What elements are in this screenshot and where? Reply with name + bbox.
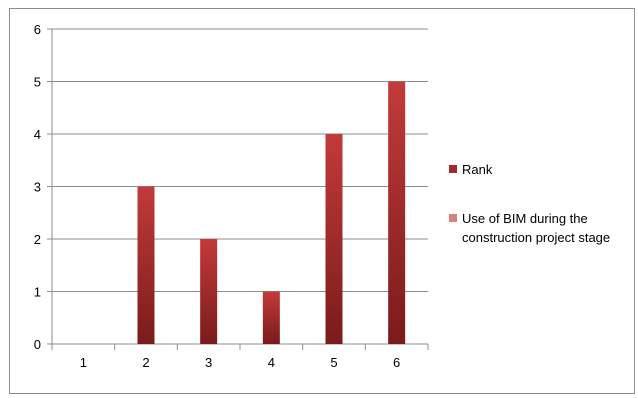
axes bbox=[47, 28, 429, 350]
x-tick-label: 1 bbox=[80, 355, 87, 370]
gridlines bbox=[52, 28, 428, 292]
legend-item-bim-use: Use of BIM during the construction proje… bbox=[449, 209, 634, 247]
y-tick-label: 1 bbox=[34, 285, 41, 300]
legend-item-rank: Rank bbox=[449, 160, 634, 179]
y-tick-label: 3 bbox=[34, 180, 41, 195]
bar-rank-3 bbox=[200, 239, 218, 344]
x-tick-label: 2 bbox=[142, 355, 149, 370]
tick-labels: 0 1 2 3 4 5 6 1 2 3 4 5 6 bbox=[34, 22, 401, 370]
bar-rank-2 bbox=[137, 186, 155, 344]
x-tick-label: 5 bbox=[330, 355, 337, 370]
legend-label-rank: Rank bbox=[462, 162, 493, 177]
legend-swatch-rank bbox=[449, 165, 457, 173]
x-tick-label: 6 bbox=[393, 355, 400, 370]
bar-rank-6 bbox=[388, 81, 406, 344]
legend: Rank Use of BIM during the construction … bbox=[449, 160, 634, 277]
chart-frame bbox=[9, 8, 635, 394]
legend-swatch-bim-use bbox=[449, 214, 457, 222]
y-tick-label: 0 bbox=[34, 337, 41, 352]
bars bbox=[137, 81, 406, 344]
y-tick-label: 5 bbox=[34, 75, 41, 90]
legend-label-bim-use: Use of BIM during the construction proje… bbox=[462, 211, 611, 245]
x-tick-label: 3 bbox=[205, 355, 212, 370]
y-tick-label: 2 bbox=[34, 232, 41, 247]
x-tick-label: 4 bbox=[268, 355, 275, 370]
bar-rank-4 bbox=[262, 291, 280, 344]
y-tick-label: 4 bbox=[34, 127, 41, 142]
bar-rank-5 bbox=[325, 134, 343, 344]
y-tick-label: 6 bbox=[34, 22, 41, 37]
